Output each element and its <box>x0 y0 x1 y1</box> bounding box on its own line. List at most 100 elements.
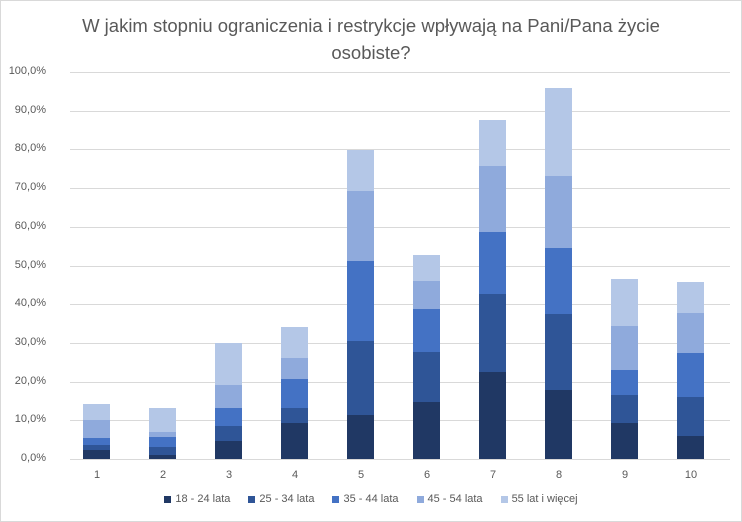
bar-segment[interactable] <box>413 352 440 403</box>
bar-segment[interactable] <box>215 385 242 408</box>
y-tick-label: 70,0% <box>14 181 46 194</box>
y-tick-label: 100,0% <box>8 65 46 77</box>
y-tick-label: 10,0% <box>14 413 46 426</box>
x-tick-label: 3 <box>225 469 233 481</box>
bar-segment[interactable] <box>83 404 110 421</box>
bar-segment[interactable] <box>281 358 308 379</box>
bar-segment[interactable] <box>149 436 176 448</box>
bar-segment[interactable] <box>413 308 440 353</box>
bar-segment[interactable] <box>677 436 704 459</box>
bar-segment[interactable] <box>281 327 308 359</box>
bar-segment[interactable] <box>83 438 110 446</box>
y-tick-label: 50,0% <box>14 258 46 271</box>
x-tick-label: 1 <box>93 469 101 481</box>
legend-item[interactable]: 35 - 44 lata <box>332 493 399 505</box>
legend-item[interactable]: 18 - 24 lata <box>164 493 230 505</box>
gridline <box>70 188 730 190</box>
bar-segment[interactable] <box>611 423 638 459</box>
bar-segment[interactable] <box>545 87 572 177</box>
bar-segment[interactable] <box>479 166 506 232</box>
x-tick-label: 10 <box>684 469 698 481</box>
gridline <box>70 304 730 306</box>
bar-segment[interactable] <box>215 342 242 386</box>
bar-stack-10[interactable] <box>677 282 704 459</box>
bar-segment[interactable] <box>479 294 506 372</box>
gridline <box>70 342 730 344</box>
bar-stack-3[interactable] <box>215 342 242 459</box>
bar-segment[interactable] <box>83 450 110 459</box>
bar-segment[interactable] <box>149 431 176 437</box>
legend: 18 - 24 lata 25 - 34 lata 35 - 44 lata 45 -… <box>0 493 742 505</box>
legend-swatch-icon <box>332 495 340 503</box>
bar-stack-4[interactable] <box>281 327 308 459</box>
y-tick-label: 40,0% <box>14 297 46 310</box>
bar-segment[interactable] <box>413 402 440 459</box>
bar-segment[interactable] <box>545 313 572 391</box>
bar-segment[interactable] <box>479 371 506 459</box>
y-tick-label: 90,0% <box>14 103 46 116</box>
bar-segment[interactable] <box>413 281 440 309</box>
bar-segment[interactable] <box>677 313 704 353</box>
bar-segment[interactable] <box>83 445 110 451</box>
x-tick-label: 2 <box>159 469 167 481</box>
legend-item[interactable]: 25 - 34 lata <box>248 493 314 505</box>
bar-stack-2[interactable] <box>149 407 176 459</box>
legend-item[interactable]: 55 lat i więcej <box>500 493 578 505</box>
bar-stack-6[interactable] <box>413 255 440 459</box>
bar-segment[interactable] <box>149 454 176 459</box>
bar-segment[interactable] <box>347 150 374 191</box>
y-tick-label: 80,0% <box>14 142 46 155</box>
x-tick-label: 8 <box>555 469 563 481</box>
legend-swatch-icon <box>500 495 508 503</box>
bar-segment[interactable] <box>347 414 374 459</box>
x-tick-label: 5 <box>357 469 365 481</box>
bar-segment[interactable] <box>545 176 572 249</box>
bar-segment[interactable] <box>611 325 638 371</box>
x-tick-label: 7 <box>489 469 497 481</box>
y-tick-label: 30,0% <box>14 335 46 348</box>
bar-segment[interactable] <box>413 255 440 281</box>
bar-segment[interactable] <box>215 407 242 427</box>
chart-title-line-1: W jakim stopniu ograniczenia i restrykcj… <box>82 15 660 36</box>
bar-segment[interactable] <box>611 279 638 326</box>
gridline <box>70 420 730 422</box>
legend-label: 55 lat i więcej <box>511 493 578 505</box>
bar-stack-1[interactable] <box>83 404 110 459</box>
legend-label: 18 - 24 lata <box>175 493 231 505</box>
bar-segment[interactable] <box>611 370 638 396</box>
gridline <box>70 149 730 151</box>
bar-segment[interactable] <box>479 120 506 167</box>
chart-title-line-2: osobiste? <box>331 42 411 63</box>
bar-segment[interactable] <box>149 447 176 455</box>
bar-segment[interactable] <box>215 426 242 442</box>
bar-segment[interactable] <box>677 397 704 437</box>
bar-segment[interactable] <box>215 441 242 459</box>
bar-segment[interactable] <box>149 407 176 432</box>
legend-swatch-icon <box>164 495 172 503</box>
bar-segment[interactable] <box>281 423 308 459</box>
legend-swatch-icon <box>416 495 424 503</box>
bar-stack-7[interactable] <box>479 120 506 459</box>
bar-segment[interactable] <box>545 248 572 314</box>
bar-stack-5[interactable] <box>347 150 374 459</box>
bar-segment[interactable] <box>611 395 638 424</box>
y-tick-label: 0,0% <box>20 452 46 464</box>
bar-segment[interactable] <box>347 340 374 415</box>
gridline <box>70 381 730 383</box>
bar-segment[interactable] <box>347 190 374 261</box>
x-tick-label: 9 <box>621 469 629 481</box>
bar-stack-8[interactable] <box>545 87 572 459</box>
bar-segment[interactable] <box>479 231 506 295</box>
gridline <box>70 110 730 112</box>
bar-segment[interactable] <box>83 420 110 439</box>
bar-segment[interactable] <box>281 378 308 408</box>
bar-stack-9[interactable] <box>611 279 638 459</box>
legend-item[interactable]: 45 - 54 lata <box>416 493 483 505</box>
bar-segment[interactable] <box>677 282 704 314</box>
legend-swatch-icon <box>248 495 256 503</box>
bar-segment[interactable] <box>281 407 308 424</box>
bar-segment[interactable] <box>545 390 572 459</box>
x-tick-label: 4 <box>291 469 299 481</box>
bar-segment[interactable] <box>347 260 374 341</box>
bar-segment[interactable] <box>677 352 704 398</box>
